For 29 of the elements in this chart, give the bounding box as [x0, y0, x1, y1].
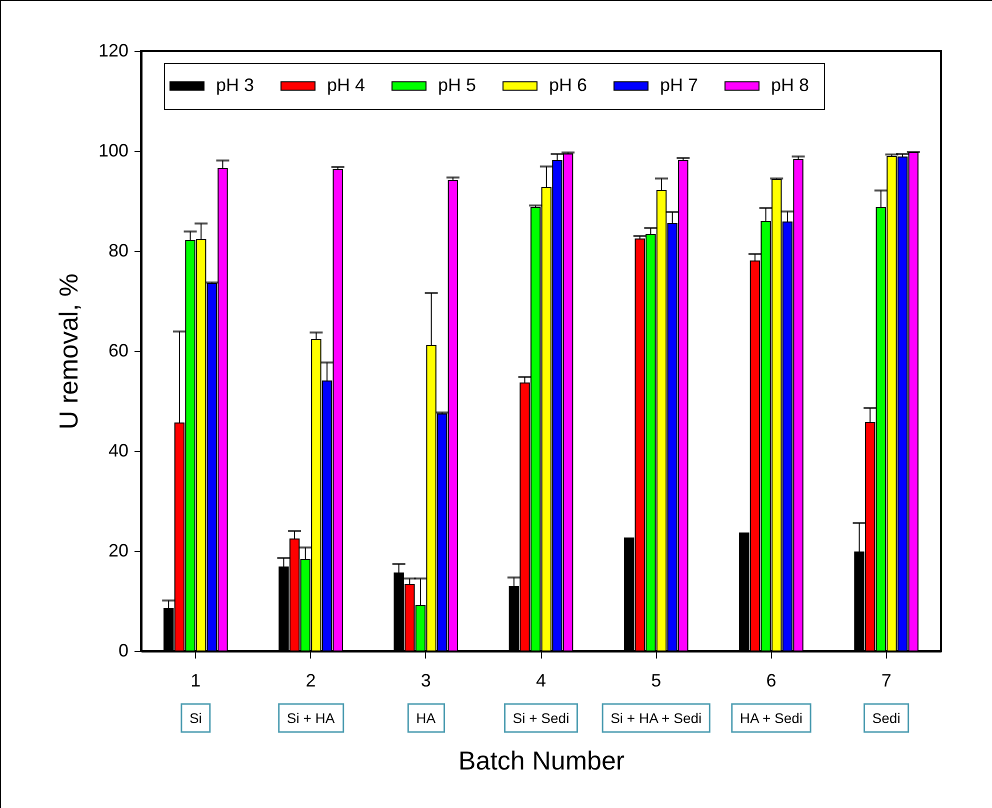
text: HA + Sedi: [740, 710, 803, 726]
legend-label: pH 7: [660, 75, 698, 95]
legend-label: pH 3: [216, 75, 254, 95]
x-axis-title: Batch Number: [458, 746, 625, 776]
y-tick-label: 80: [108, 240, 128, 260]
y-tick-label: 120: [98, 40, 128, 60]
legend-label: pH 8: [771, 75, 810, 95]
y-tick-label: 100: [98, 140, 128, 160]
text: Si + HA + Sedi: [610, 710, 702, 726]
y-tick-label: 40: [108, 440, 128, 460]
text: Sedi: [872, 710, 900, 726]
y-tick-label: 60: [108, 340, 128, 360]
y-tick-label: 0: [118, 640, 128, 660]
x-tick-label: 6: [766, 670, 776, 690]
text: HA: [416, 710, 436, 726]
x-tick-label: 7: [881, 670, 892, 690]
x-tick-label: 1: [190, 670, 201, 690]
y-axis-title: U removal, %: [53, 273, 84, 430]
legend-label: pH 6: [549, 75, 588, 95]
text: Si + Sedi: [512, 710, 570, 726]
text: Si: [189, 710, 202, 726]
y-tick-label: 20: [108, 540, 128, 560]
text: Si + HA: [286, 710, 336, 726]
legend-label: pH 4: [327, 75, 366, 95]
x-tick-label: 5: [651, 670, 662, 690]
x-tick-label: 2: [306, 670, 316, 690]
x-tick-label: 4: [536, 670, 546, 690]
x-tick-label: 3: [420, 670, 431, 690]
legend-label: pH 5: [438, 75, 476, 95]
